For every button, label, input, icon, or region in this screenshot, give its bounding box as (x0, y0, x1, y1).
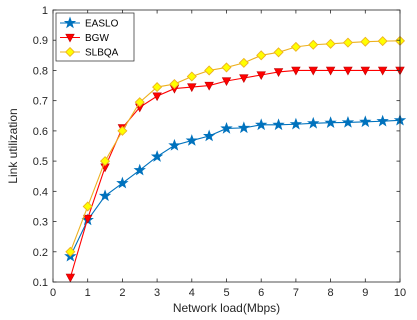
data-point-easlo (307, 116, 320, 129)
y-tick-label: 0.7 (33, 96, 48, 108)
x-axis-title: Network load(Mbps) (173, 301, 280, 315)
legend-label-bgw: BGW (85, 33, 109, 44)
legend-label-easlo: EASLO (85, 19, 119, 30)
data-point-bgw (256, 71, 266, 81)
data-point-easlo (150, 150, 164, 162)
data-point-slbqa (377, 36, 388, 47)
data-point-slbqa (169, 79, 180, 90)
data-point-slbqa (308, 39, 319, 50)
data-point-easlo (289, 117, 303, 130)
y-tick-label: 0.3 (33, 217, 48, 229)
data-point-easlo (202, 129, 216, 142)
data-point-slbqa (134, 97, 145, 108)
y-tick-label: 0.1 (33, 277, 48, 289)
data-point-bgw (65, 273, 76, 283)
data-point-easlo (98, 189, 112, 202)
series-slbqa (65, 35, 406, 257)
data-point-easlo (168, 138, 181, 151)
data-point-bgw (204, 81, 214, 91)
data-point-bgw (360, 66, 371, 76)
data-point-easlo (185, 134, 198, 146)
data-point-bgw (221, 77, 232, 87)
data-point-slbqa (186, 71, 197, 82)
series-layer (64, 35, 407, 283)
data-point-easlo (220, 121, 233, 134)
data-point-bgw (325, 66, 336, 76)
legend: EASLO BGW SLBQA (55, 12, 135, 62)
data-point-slbqa (65, 246, 76, 257)
data-point-slbqa (100, 156, 111, 167)
data-point-easlo (359, 115, 372, 128)
y-tick-label: 0.9 (33, 35, 48, 47)
y-tick-label: 1 (42, 5, 48, 17)
x-tick-label: 7 (293, 287, 299, 299)
data-point-slbqa (360, 36, 371, 47)
data-point-bgw (273, 68, 284, 78)
data-point-slbqa (117, 125, 128, 136)
data-point-easlo (272, 118, 285, 131)
data-point-bgw (377, 66, 388, 76)
data-point-easlo (133, 163, 146, 176)
data-point-bgw (187, 83, 197, 93)
legend-marker-slbqa (64, 46, 76, 58)
legend-marker-bgw (65, 33, 75, 43)
x-tick-label: 9 (362, 287, 368, 299)
x-tick-label: 0 (50, 287, 56, 299)
y-tick-label: 0.5 (33, 156, 48, 168)
data-point-bgw (239, 74, 249, 84)
legend-label-slbqa: SLBQA (85, 48, 119, 59)
data-point-bgw (82, 214, 93, 224)
y-tick-label: 0.8 (33, 65, 48, 77)
y-tick-label: 0.6 (33, 126, 48, 138)
x-tick-label: 3 (154, 287, 160, 299)
data-point-easlo (324, 116, 337, 128)
data-point-slbqa (221, 62, 232, 73)
y-axis-title: Link utilization (6, 108, 20, 183)
data-point-slbqa (152, 82, 163, 93)
series-easlo (64, 113, 407, 262)
data-point-easlo (255, 118, 268, 131)
legend-marker-easlo (63, 16, 77, 29)
data-point-bgw (308, 66, 318, 76)
data-point-easlo (116, 176, 129, 189)
data-point-slbqa (204, 65, 215, 76)
data-point-easlo (376, 114, 389, 127)
data-point-bgw (291, 66, 301, 76)
x-tick-label: 10 (394, 287, 406, 299)
data-point-easlo (237, 121, 251, 134)
y-tick-label: 0.4 (33, 186, 48, 198)
data-point-slbqa (273, 47, 284, 58)
data-point-bgw (343, 66, 353, 76)
x-tick-label: 4 (189, 287, 195, 299)
data-point-slbqa (290, 41, 301, 52)
data-point-slbqa (325, 38, 336, 49)
data-point-slbqa (256, 50, 267, 61)
data-point-bgw (152, 92, 162, 102)
data-point-slbqa (82, 201, 93, 212)
x-tick-label: 5 (223, 287, 229, 299)
x-tick-label: 6 (258, 287, 264, 299)
data-point-easlo (341, 115, 355, 128)
y-tick-label: 0.2 (33, 247, 48, 259)
x-tick-label: 2 (119, 287, 125, 299)
x-tick-label: 8 (328, 287, 334, 299)
data-point-slbqa (238, 57, 249, 68)
axes-layer: 0 1 2 3 4 5 6 7 8 9 10 0.1 0.2 0.3 0.4 0.5 0.6 0.7 0.8 0.9 1 (33, 5, 406, 299)
x-tick-label: 1 (85, 287, 91, 299)
data-point-slbqa (342, 37, 353, 48)
